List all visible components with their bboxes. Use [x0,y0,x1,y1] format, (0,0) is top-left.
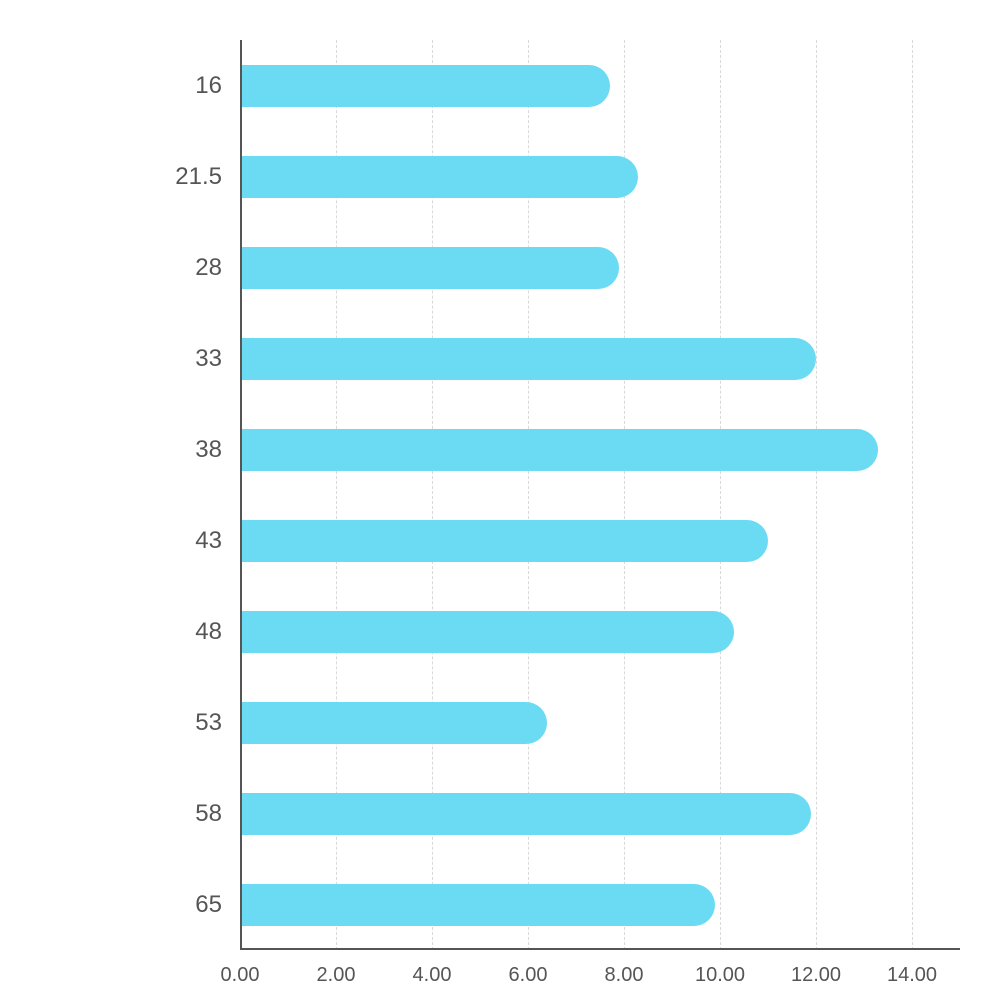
x-axis-label: 8.00 [605,964,644,987]
y-axis-label: 48 [42,618,222,646]
bar [240,247,619,289]
y-axis-label: 28 [42,254,222,282]
bar [240,702,547,744]
x-axis-label: 10.00 [695,964,745,987]
y-axis-label: 16 [42,72,222,100]
bar [240,65,610,107]
x-axis-label: 6.00 [509,964,548,987]
x-axis-label: 0.00 [221,964,260,987]
bar [240,884,715,926]
y-axis-label: 58 [42,800,222,828]
bar [240,611,734,653]
y-axis-label: 38 [42,436,222,464]
x-axis-label: 12.00 [791,964,841,987]
horizontal-bar-chart: 16 21.5 28 33 38 43 48 53 58 65 0.00 2.00 4.00 6.00 8.… [0,0,1000,1000]
x-gridline [912,40,913,950]
plot-area [240,40,960,950]
bar [240,793,811,835]
y-axis-label: 21.5 [42,163,222,191]
x-gridline [816,40,817,950]
x-axis [240,948,960,950]
bar [240,520,768,562]
x-axis-label: 2.00 [317,964,356,987]
y-axis-label: 65 [42,891,222,919]
x-axis-label: 14.00 [887,964,937,987]
bar [240,429,878,471]
y-axis-label: 53 [42,709,222,737]
x-axis-label: 4.00 [413,964,452,987]
y-axis-label: 43 [42,527,222,555]
bar [240,338,816,380]
y-axis [240,40,242,950]
bar [240,156,638,198]
y-axis-label: 33 [42,345,222,373]
